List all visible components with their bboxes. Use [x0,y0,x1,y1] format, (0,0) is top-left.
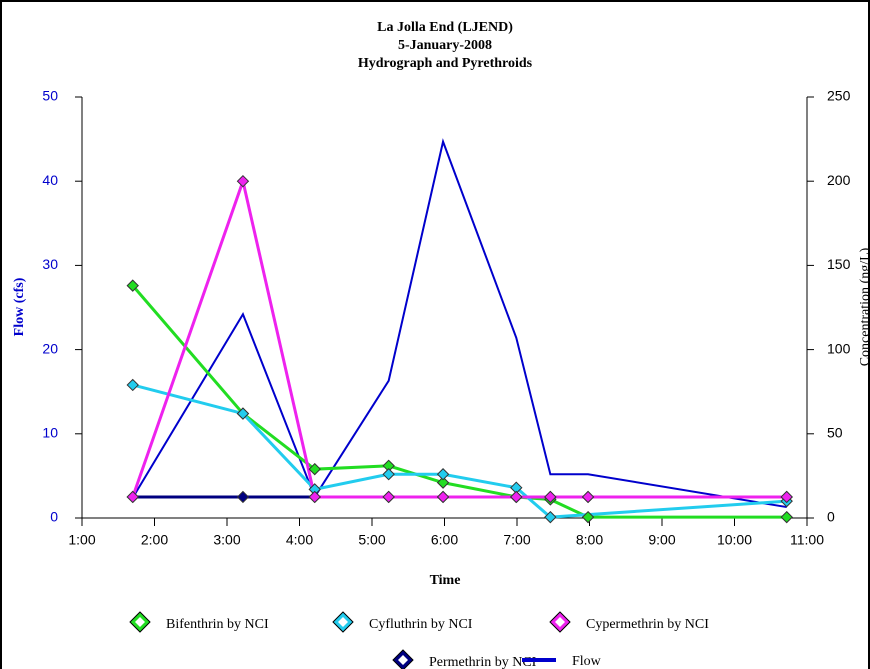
legend-label: Cyfluthrin by NCI [369,617,473,632]
data-point [308,490,321,504]
data-point [581,490,595,504]
data-point [236,174,250,188]
data-point [780,510,793,524]
legend-marker [338,617,348,627]
series-line [131,284,787,519]
y-tick-label: 10 [42,425,58,441]
x-tick-label: 1:00 [68,532,95,548]
x-tick-label: 5:00 [358,532,385,548]
y2-tick-label: 150 [827,256,851,272]
x-tick-label: 7:00 [503,532,530,548]
data-point [544,490,557,504]
chart-title: La Jolla End (LJEND) [377,20,513,35]
chart-title: Hydrograph and Pyrethroids [358,56,533,71]
data-point [544,510,557,524]
x-tick-label: 8:00 [576,532,603,548]
y-tick-label: 40 [42,172,58,188]
legend-label: Flow [572,654,602,669]
data-point [510,490,523,504]
data-point [581,510,595,524]
chart-title: 5-January-2008 [398,38,492,53]
data-point [126,279,139,292]
data-point [236,490,250,504]
x-tick-label: 6:00 [431,532,458,548]
series-line [131,138,787,509]
y2-tick-label: 200 [827,172,851,188]
y2-tick-label: 50 [827,425,843,441]
data-point [126,490,139,504]
series-line [131,175,787,499]
y2-tick-label: 100 [827,340,851,356]
y-axis-title: Flow (cfs) [12,277,27,336]
data-point [236,407,250,420]
x-tick-label: 2:00 [141,532,168,548]
data-point [308,462,321,476]
legend-marker [398,655,408,665]
y-tick-label: 0 [50,509,58,525]
x-axis-title: Time [430,573,461,588]
legend-marker [555,617,565,627]
y-tick-label: 50 [42,88,58,104]
data-point [382,490,395,504]
series-line [132,383,787,519]
x-tick-label: 4:00 [286,532,313,548]
data-point [780,490,793,504]
legend-label: Cypermethrin by NCI [586,617,709,632]
data-point [436,468,450,481]
data-point [436,476,450,489]
y2-tick-label: 250 [827,88,851,104]
x-tick-label: 11:00 [790,532,824,548]
x-tick-label: 3:00 [213,532,240,548]
data-point [436,490,450,504]
data-point [126,378,139,392]
y-tick-label: 20 [42,340,58,356]
y2-axis-title: Concentration (ng/L) [858,247,870,366]
legend-label: Bifenthrin by NCI [166,617,269,632]
legend-marker [135,617,145,627]
legend-label: Permethrin by NCI [429,655,537,669]
x-tick-label: 9:00 [648,532,675,548]
x-tick-label: 10:00 [717,532,752,548]
data-point [382,468,395,481]
y-tick-label: 30 [42,256,58,272]
y2-tick-label: 0 [827,509,835,525]
